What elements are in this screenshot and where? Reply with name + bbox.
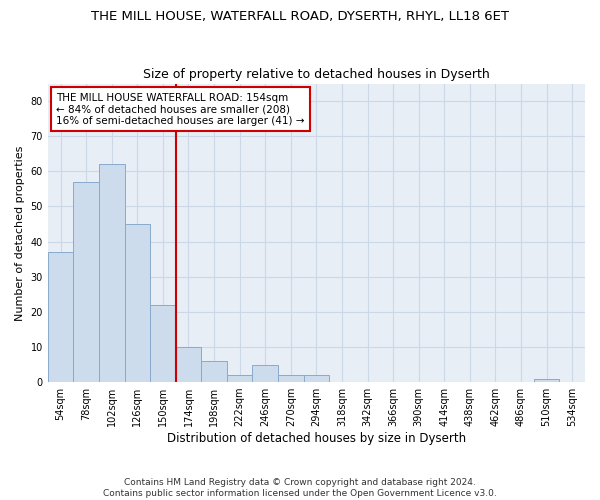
Bar: [304, 375, 329, 382]
Bar: [176, 347, 201, 382]
Bar: [73, 182, 99, 382]
Title: Size of property relative to detached houses in Dyserth: Size of property relative to detached ho…: [143, 68, 490, 81]
Text: THE MILL HOUSE WATERFALL ROAD: 154sqm
← 84% of detached houses are smaller (208): THE MILL HOUSE WATERFALL ROAD: 154sqm ← …: [56, 92, 304, 126]
Bar: [150, 305, 176, 382]
Bar: [201, 361, 227, 382]
Bar: [227, 375, 253, 382]
Bar: [99, 164, 125, 382]
Bar: [278, 375, 304, 382]
Bar: [125, 224, 150, 382]
X-axis label: Distribution of detached houses by size in Dyserth: Distribution of detached houses by size …: [167, 432, 466, 445]
Y-axis label: Number of detached properties: Number of detached properties: [15, 145, 25, 320]
Bar: [534, 378, 559, 382]
Text: Contains HM Land Registry data © Crown copyright and database right 2024.
Contai: Contains HM Land Registry data © Crown c…: [103, 478, 497, 498]
Text: THE MILL HOUSE, WATERFALL ROAD, DYSERTH, RHYL, LL18 6ET: THE MILL HOUSE, WATERFALL ROAD, DYSERTH,…: [91, 10, 509, 23]
Bar: [253, 364, 278, 382]
Bar: [48, 252, 73, 382]
